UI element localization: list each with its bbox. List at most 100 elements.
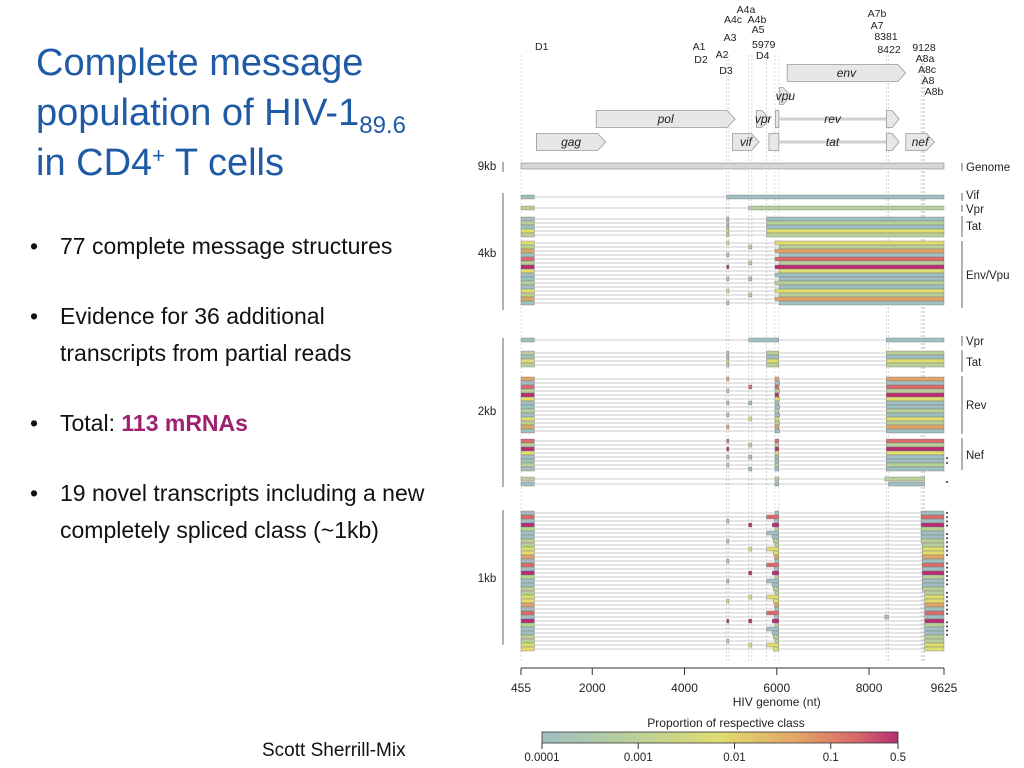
novel-marker (946, 596, 948, 598)
colorbar-title: Proportion of respective class (647, 716, 804, 730)
transcript-exon (520, 462, 535, 468)
transcript-exon (922, 550, 945, 556)
transcript-exon (886, 442, 945, 448)
transcript-exon (520, 618, 535, 624)
x-tick-label: 2000 (579, 681, 606, 695)
transcript-exon (886, 400, 945, 406)
transcript-exon (924, 590, 945, 596)
transcript-exon (766, 642, 780, 648)
novel-marker (946, 562, 948, 565)
transcript-exon (520, 408, 535, 414)
size-class-label: 4kb (478, 248, 497, 260)
transcript-exon (774, 622, 780, 628)
transcript-exon (774, 518, 780, 524)
transcript-exon (886, 446, 945, 452)
transcript-exon (520, 538, 535, 544)
transcript-exon (886, 376, 945, 382)
transcript-exon (726, 240, 730, 246)
transcript-exon (520, 558, 535, 564)
transcript-exon (520, 638, 535, 644)
transcript-exon (520, 260, 535, 266)
transcript-exon (520, 337, 535, 343)
gene-arrow (536, 133, 607, 151)
transcript-exon (920, 510, 945, 516)
gene-label: vpr (755, 112, 773, 126)
transcript-exon (774, 614, 780, 620)
transcript-exon (774, 510, 780, 516)
transcript-exon (726, 228, 730, 234)
transcript-exon (920, 530, 945, 536)
transcript-exon (766, 626, 780, 632)
transcript-exon (520, 466, 535, 472)
bullet-item: Evidence for 36 additional transcripts f… (30, 298, 430, 372)
message-class-label: Rev (966, 400, 987, 412)
transcript-exon (924, 634, 945, 640)
transcript-exon (520, 400, 535, 406)
transcript-exon (924, 614, 945, 620)
splice-site-label: A8c (918, 64, 936, 76)
axes-group: 9kb 4kb 2kb 1kb Genome Vif Vpr Tat Env/Vpu Vpr Tat… (478, 161, 1010, 764)
transcript-exon (520, 438, 535, 444)
transcript-exon (726, 412, 730, 418)
colorbar-tick-label: 0.5 (890, 752, 906, 764)
transcript-exon (886, 354, 945, 360)
transcript-exon (726, 300, 730, 306)
transcript-exon (888, 481, 925, 487)
transcript-exon (766, 220, 945, 226)
transcript-exon (726, 224, 730, 230)
transcript-exon (886, 416, 945, 422)
transcript-exon (774, 476, 780, 482)
transcript-exon (774, 264, 945, 270)
transcript-exon (774, 462, 780, 468)
transcript-exon (886, 384, 945, 390)
novel-marker (946, 554, 948, 556)
transcript-rows (520, 162, 948, 652)
gene-label: gag (561, 135, 581, 149)
transcript-exon (766, 578, 780, 584)
splice-site-label: A4b (748, 14, 767, 26)
splice-site-label: A4c (724, 14, 742, 26)
transcript-exon (520, 570, 535, 576)
transcript-exon (924, 598, 945, 604)
transcript-exon (520, 292, 535, 298)
transcript-exon (520, 606, 535, 612)
novel-marker (946, 600, 948, 603)
colorbar-tick-label: 0.1 (823, 752, 839, 764)
transcript-exon (520, 404, 535, 410)
size-class-label: 1kb (478, 573, 497, 585)
message-class-label: Genome (966, 162, 1010, 174)
transcript-exon (520, 566, 535, 572)
transcript-exon (886, 408, 945, 414)
transcript-exon (924, 606, 945, 612)
transcript-exon (920, 518, 945, 524)
splice-site-label: A8b (925, 86, 944, 98)
transcript-exon (779, 260, 945, 266)
transcript-exon (774, 392, 780, 398)
splice-site-label: D1 (535, 41, 549, 53)
transcript-exon (748, 594, 753, 600)
transcript-exon (774, 526, 780, 532)
novel-marker (946, 457, 948, 459)
splice-site-label: A8 (922, 75, 935, 87)
transcript-exon (774, 388, 780, 394)
transcript-exon (774, 248, 945, 254)
novel-marker (946, 549, 948, 552)
transcript-exon (748, 384, 753, 390)
transcript-exon (726, 194, 945, 200)
x-tick-label: 6000 (763, 681, 790, 695)
genome-bar (520, 162, 945, 170)
transcript-exon (726, 358, 730, 364)
gene-label: vpu (776, 89, 796, 103)
transcript-exon (726, 276, 730, 282)
transcript-exon (774, 438, 780, 444)
transcript-exon (766, 224, 945, 230)
transcript-exon (771, 618, 780, 624)
transcript-exon (520, 396, 535, 402)
title-subscript: 89.6 (359, 112, 406, 139)
title-superscript: + (152, 143, 166, 168)
transcript-exon (520, 248, 535, 254)
transcript-exon (774, 380, 780, 386)
transcript-exon (520, 384, 535, 390)
bullet-item: 19 novel transcripts including a new com… (30, 475, 430, 549)
transcript-exon (726, 454, 730, 460)
